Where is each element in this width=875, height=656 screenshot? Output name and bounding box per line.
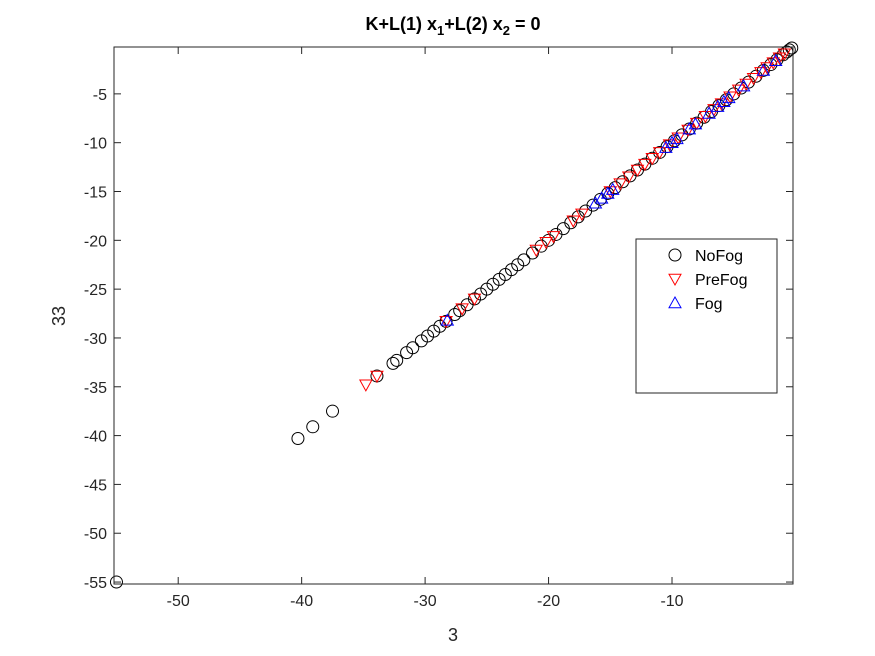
prefog-point	[739, 78, 753, 92]
y-tick-label: -55	[84, 575, 107, 592]
nofog-point	[517, 253, 531, 267]
prefog-point	[777, 48, 792, 61]
nofog-point	[782, 43, 796, 57]
prefog-point	[638, 158, 652, 172]
prefog-point	[603, 186, 618, 199]
nofog-point	[109, 575, 123, 589]
fog-point	[736, 79, 751, 92]
fog-point	[756, 63, 771, 76]
prefog-point	[652, 147, 667, 160]
y-tick-label: -45	[84, 477, 107, 494]
prefog-point	[546, 231, 561, 244]
prefog-point	[645, 153, 660, 166]
prefog-point	[455, 303, 469, 316]
x-tick-label: -50	[167, 593, 190, 610]
x-axis-label: 3	[448, 625, 458, 645]
legend-box	[635, 238, 778, 394]
y-tick-label: -50	[84, 526, 107, 543]
fog-point	[768, 53, 783, 66]
prefog-point	[370, 370, 384, 384]
data-marks	[109, 41, 799, 589]
x-tick-label: -20	[537, 593, 560, 610]
prefog-point	[714, 98, 729, 111]
y-tick-label: -30	[84, 331, 107, 348]
x-tick-label: -30	[414, 593, 437, 610]
legend-fog-label: Fog	[695, 296, 723, 313]
fog-point	[682, 121, 697, 135]
chart-title: K+L(1) x1+L(2) x2 = 0	[365, 14, 540, 38]
prefog-point	[613, 178, 628, 191]
legend-nofog-label: NoFog	[695, 248, 743, 265]
nofog-point	[785, 41, 799, 55]
prefog-point	[662, 139, 677, 152]
y-tick-label: -20	[84, 233, 107, 250]
fog-point	[688, 117, 703, 130]
prefog-point	[671, 132, 686, 145]
prefog-point	[630, 164, 645, 178]
y-tick-label: -10	[84, 136, 107, 153]
prefog-point	[760, 62, 774, 75]
prefog-point	[698, 111, 713, 124]
y-axis-label: 33	[49, 306, 69, 326]
x-tick-label: -10	[660, 593, 683, 610]
nofog-point	[406, 341, 420, 355]
legend-nofog-marker	[668, 248, 682, 262]
prefog-point	[358, 379, 373, 392]
fog-point	[588, 196, 603, 209]
prefog-point	[772, 52, 787, 65]
fog-point	[717, 94, 731, 107]
y-tick-label: -25	[84, 282, 107, 299]
x-tick-label: -40	[290, 593, 313, 610]
fog-point	[721, 90, 736, 104]
fog-point	[670, 131, 684, 145]
fog-point	[605, 182, 620, 195]
fog-point	[658, 140, 673, 153]
prefog-point	[467, 293, 482, 306]
y-tick-label: -5	[93, 87, 107, 104]
fog-point	[440, 313, 455, 326]
plot-frame	[113, 46, 794, 585]
prefog-point	[529, 244, 544, 258]
prefog-point	[566, 215, 581, 228]
axis-ticks: -50 -40 -30 -20 -10 -55 -50 -45 -40 -35 -30 -25 -20 -…	[84, 47, 793, 610]
prefog-point	[754, 67, 768, 80]
prefog-point	[746, 72, 761, 86]
y-tick-label: -40	[84, 429, 107, 446]
legend: NoFog PreFog Fog	[635, 238, 778, 394]
fog-point	[600, 186, 615, 199]
fog-point	[710, 99, 725, 112]
nofog-point	[390, 353, 404, 367]
y-tick-label: -35	[84, 380, 107, 397]
prefog-point	[539, 236, 553, 250]
fog-point	[665, 135, 679, 148]
prefog-point	[766, 57, 781, 70]
legend-prefog-marker	[668, 273, 682, 287]
legend-prefog-label: PreFog	[695, 272, 747, 289]
nofog-point	[291, 432, 305, 446]
nofog-point	[526, 246, 540, 260]
nofog-point	[386, 356, 400, 370]
prefog-point	[621, 171, 636, 184]
y-tick-label: -15	[84, 185, 107, 202]
fog-point	[702, 106, 716, 119]
prefog-point	[575, 208, 589, 221]
prefog-point	[723, 91, 737, 104]
legend-fog-marker	[668, 295, 682, 309]
fog-point	[594, 191, 609, 204]
nofog-point	[448, 308, 462, 322]
prefog-point	[689, 117, 704, 131]
nofog-point	[326, 404, 340, 418]
nofog-point	[306, 420, 320, 434]
